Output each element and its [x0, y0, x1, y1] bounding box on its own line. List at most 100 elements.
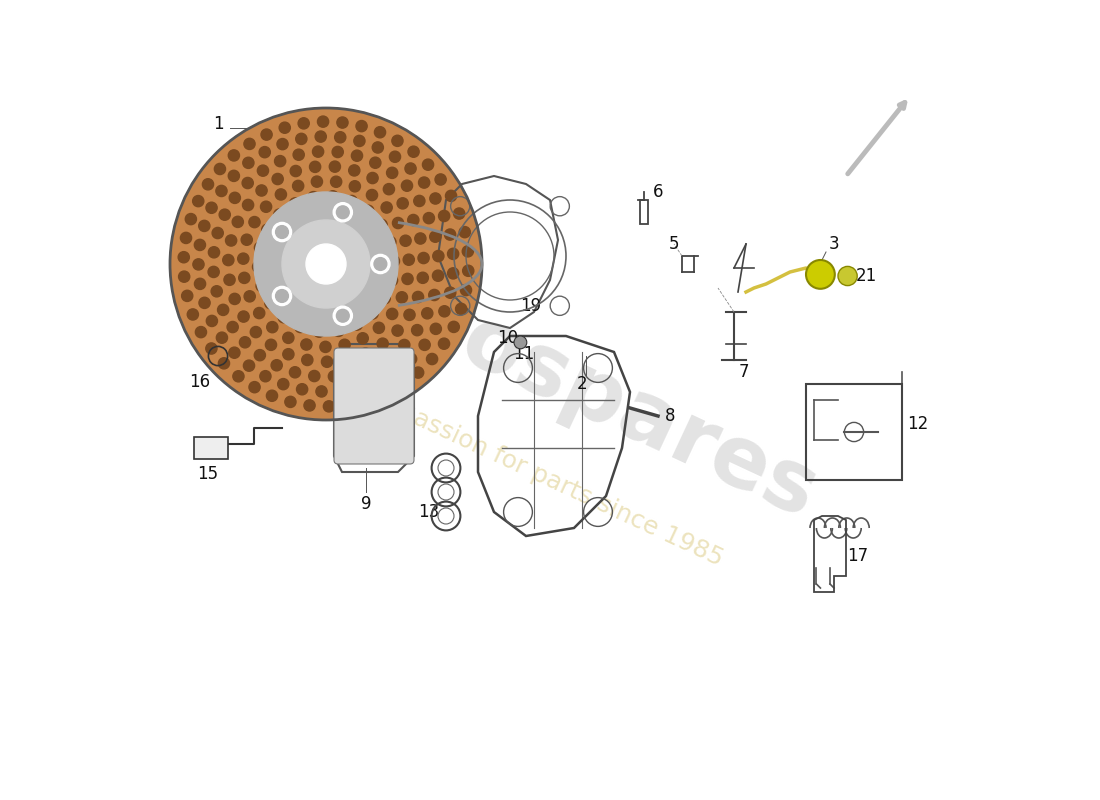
Circle shape — [271, 360, 283, 371]
Circle shape — [206, 202, 217, 214]
Circle shape — [348, 368, 359, 379]
Circle shape — [363, 205, 374, 216]
Circle shape — [243, 158, 254, 169]
Circle shape — [222, 254, 234, 266]
Circle shape — [216, 186, 227, 197]
Text: 10: 10 — [497, 329, 518, 346]
Circle shape — [316, 386, 327, 397]
Circle shape — [370, 157, 381, 168]
Circle shape — [374, 258, 387, 270]
Circle shape — [414, 195, 425, 206]
Circle shape — [446, 190, 456, 202]
Circle shape — [279, 122, 290, 134]
Circle shape — [838, 266, 857, 286]
Text: 2: 2 — [576, 375, 587, 393]
Circle shape — [337, 310, 349, 322]
Circle shape — [218, 304, 229, 315]
Circle shape — [411, 325, 422, 336]
Circle shape — [389, 151, 400, 162]
Circle shape — [336, 385, 346, 396]
Circle shape — [358, 333, 368, 344]
Circle shape — [178, 252, 189, 263]
Circle shape — [242, 178, 253, 189]
Text: 5: 5 — [669, 235, 680, 253]
Circle shape — [386, 308, 398, 319]
Circle shape — [262, 224, 273, 235]
Circle shape — [283, 332, 294, 343]
Circle shape — [251, 326, 262, 338]
Circle shape — [337, 117, 348, 128]
Circle shape — [360, 348, 371, 359]
Circle shape — [383, 183, 395, 194]
Circle shape — [239, 272, 250, 283]
Circle shape — [274, 209, 285, 220]
Circle shape — [379, 293, 390, 304]
Circle shape — [208, 246, 220, 258]
Circle shape — [408, 214, 419, 226]
Circle shape — [390, 366, 402, 377]
Circle shape — [314, 326, 324, 338]
Circle shape — [214, 163, 225, 174]
Circle shape — [402, 180, 412, 191]
Circle shape — [185, 214, 197, 225]
Circle shape — [276, 226, 288, 238]
Circle shape — [448, 268, 459, 279]
FancyBboxPatch shape — [334, 348, 414, 464]
Circle shape — [285, 396, 296, 407]
Circle shape — [367, 173, 378, 184]
Circle shape — [412, 367, 424, 378]
Circle shape — [330, 176, 342, 187]
Circle shape — [202, 178, 213, 190]
Circle shape — [351, 319, 363, 330]
Circle shape — [192, 258, 205, 270]
Circle shape — [275, 189, 286, 200]
Circle shape — [297, 384, 308, 395]
Circle shape — [229, 150, 240, 161]
Circle shape — [333, 326, 344, 337]
Circle shape — [240, 337, 251, 348]
Circle shape — [283, 349, 294, 360]
Circle shape — [311, 176, 322, 187]
Circle shape — [238, 311, 250, 322]
Circle shape — [276, 290, 288, 302]
Text: 16: 16 — [189, 374, 210, 391]
Circle shape — [293, 180, 304, 191]
Circle shape — [400, 235, 411, 246]
Circle shape — [377, 338, 388, 350]
Circle shape — [254, 307, 265, 318]
Circle shape — [170, 108, 482, 420]
Circle shape — [219, 209, 230, 220]
Circle shape — [393, 218, 404, 229]
Circle shape — [315, 131, 327, 142]
Circle shape — [323, 401, 334, 412]
Circle shape — [379, 388, 390, 399]
Circle shape — [301, 354, 312, 366]
Circle shape — [404, 254, 415, 266]
Circle shape — [453, 208, 465, 219]
Circle shape — [249, 217, 260, 228]
Circle shape — [432, 250, 444, 262]
Circle shape — [418, 253, 429, 264]
Circle shape — [260, 146, 271, 158]
Circle shape — [212, 227, 223, 238]
Circle shape — [296, 134, 307, 145]
Circle shape — [439, 338, 450, 350]
Text: 6: 6 — [652, 183, 663, 201]
Circle shape — [217, 332, 228, 343]
Circle shape — [293, 149, 305, 160]
Circle shape — [341, 354, 352, 365]
Circle shape — [206, 343, 217, 354]
Text: 12: 12 — [908, 415, 928, 433]
Circle shape — [195, 239, 206, 250]
Circle shape — [261, 201, 272, 212]
Circle shape — [278, 312, 289, 323]
Circle shape — [277, 138, 288, 150]
Circle shape — [404, 310, 415, 321]
Circle shape — [295, 322, 306, 333]
Circle shape — [422, 159, 433, 170]
Text: 11: 11 — [513, 345, 535, 362]
Circle shape — [228, 170, 240, 182]
Circle shape — [374, 126, 386, 138]
Circle shape — [356, 121, 367, 132]
Circle shape — [208, 266, 219, 278]
